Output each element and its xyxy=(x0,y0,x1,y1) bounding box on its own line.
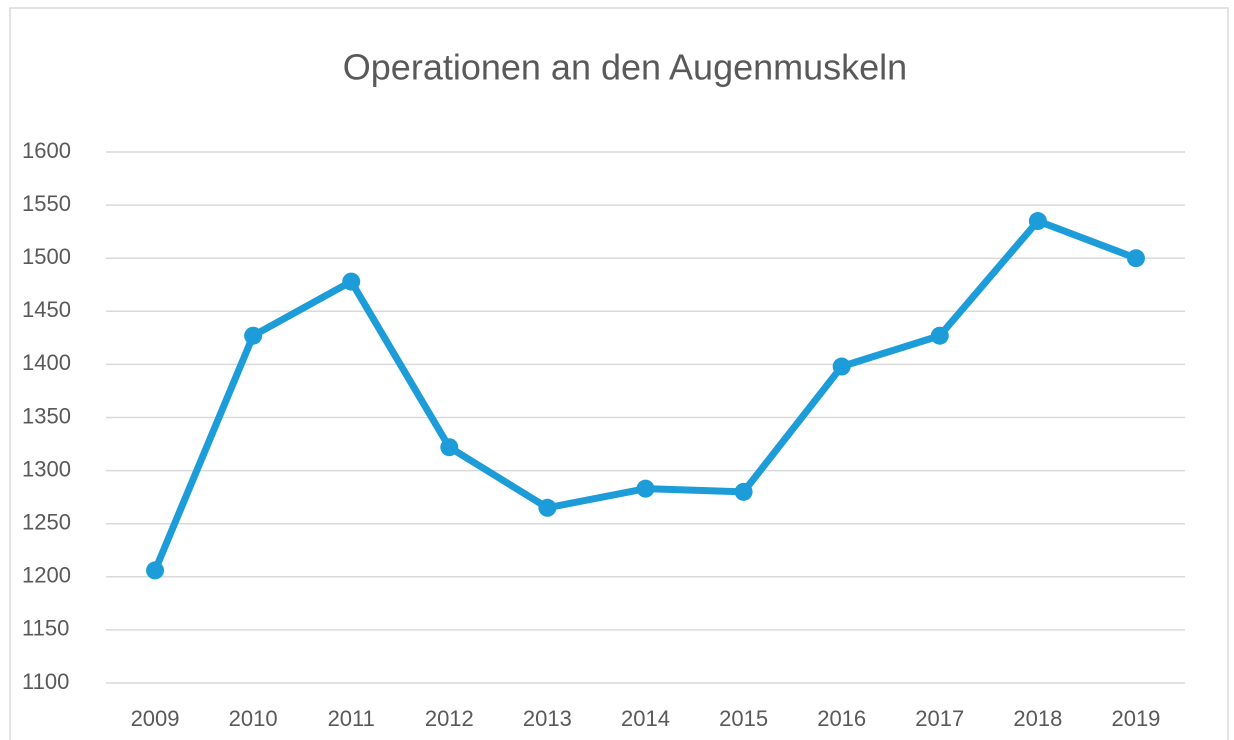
x-tick-label: 2018 xyxy=(1013,706,1062,731)
chart-title: Operationen an den Augenmuskeln xyxy=(343,47,907,88)
x-tick-label: 2017 xyxy=(915,706,964,731)
y-tick-label: 1200 xyxy=(22,563,71,588)
data-point xyxy=(146,561,165,580)
x-tick-label: 2011 xyxy=(328,706,375,731)
x-tick-label: 2016 xyxy=(817,706,866,731)
data-point xyxy=(538,498,557,517)
y-tick-label: 1350 xyxy=(22,403,71,428)
data-point xyxy=(440,438,459,457)
x-tick-label: 2019 xyxy=(1111,706,1160,731)
x-tick-label: 2014 xyxy=(621,706,670,731)
x-tick-label: 2010 xyxy=(229,706,278,731)
y-tick-label: 1450 xyxy=(22,297,71,322)
data-point xyxy=(1028,212,1047,231)
y-tick-label: 1500 xyxy=(22,244,71,269)
y-tick-label: 1150 xyxy=(22,616,69,641)
y-tick-label: 1250 xyxy=(22,510,71,535)
data-point xyxy=(636,479,655,498)
y-tick-label: 1550 xyxy=(22,191,71,216)
data-point xyxy=(832,357,851,376)
data-point xyxy=(930,326,949,345)
data-point xyxy=(342,272,361,291)
x-tick-label: 2012 xyxy=(425,706,474,731)
data-point xyxy=(244,326,263,345)
data-point xyxy=(1126,249,1145,268)
data-point xyxy=(734,482,753,501)
y-tick-label: 1400 xyxy=(22,350,71,375)
x-tick-label: 2015 xyxy=(719,706,768,731)
y-tick-label: 1600 xyxy=(22,138,71,163)
chart-frame xyxy=(9,7,1229,740)
y-tick-label: 1100 xyxy=(22,669,69,694)
x-tick-label: 2009 xyxy=(131,706,180,731)
x-tick-label: 2013 xyxy=(523,706,572,731)
y-tick-label: 1300 xyxy=(22,456,71,481)
